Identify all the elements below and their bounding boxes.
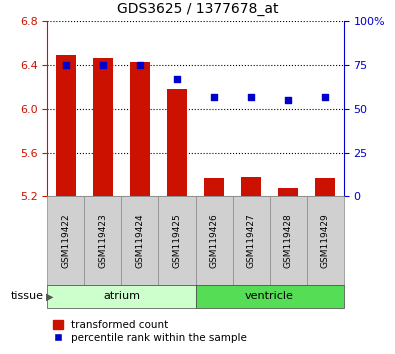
Bar — [47, 285, 196, 308]
Text: GSM119429: GSM119429 — [321, 213, 330, 268]
Bar — [315, 178, 335, 196]
Bar — [196, 285, 344, 308]
Bar — [85, 196, 122, 285]
Text: GSM119426: GSM119426 — [209, 213, 218, 268]
Point — [137, 62, 143, 68]
Text: GSM119428: GSM119428 — [284, 213, 293, 268]
Bar — [93, 58, 113, 196]
Text: atrium: atrium — [103, 291, 140, 302]
Bar — [56, 55, 76, 196]
Text: GSM119423: GSM119423 — [98, 213, 107, 268]
Bar — [278, 188, 298, 196]
Point — [322, 94, 328, 99]
Bar — [269, 196, 307, 285]
Text: ▶: ▶ — [46, 291, 54, 302]
Text: ventricle: ventricle — [245, 291, 294, 302]
Legend: transformed count, percentile rank within the sample: transformed count, percentile rank withi… — [53, 320, 247, 343]
Bar — [241, 177, 261, 196]
Bar — [122, 196, 158, 285]
Bar — [196, 196, 233, 285]
Bar — [47, 196, 85, 285]
Point — [63, 62, 69, 68]
Point — [285, 97, 291, 103]
Text: GSM119425: GSM119425 — [173, 213, 182, 268]
Text: GDS3625 / 1377678_at: GDS3625 / 1377678_at — [117, 2, 278, 16]
Bar — [307, 196, 344, 285]
Point — [248, 94, 254, 99]
Point — [211, 94, 217, 99]
Bar — [233, 196, 269, 285]
Text: GSM119427: GSM119427 — [246, 213, 256, 268]
Text: GSM119422: GSM119422 — [61, 213, 70, 268]
Text: tissue: tissue — [10, 291, 43, 302]
Bar — [130, 62, 150, 196]
Bar — [158, 196, 196, 285]
Point — [174, 76, 180, 82]
Text: GSM119424: GSM119424 — [135, 213, 145, 268]
Bar — [167, 89, 187, 196]
Point — [100, 62, 106, 68]
Bar — [204, 178, 224, 196]
